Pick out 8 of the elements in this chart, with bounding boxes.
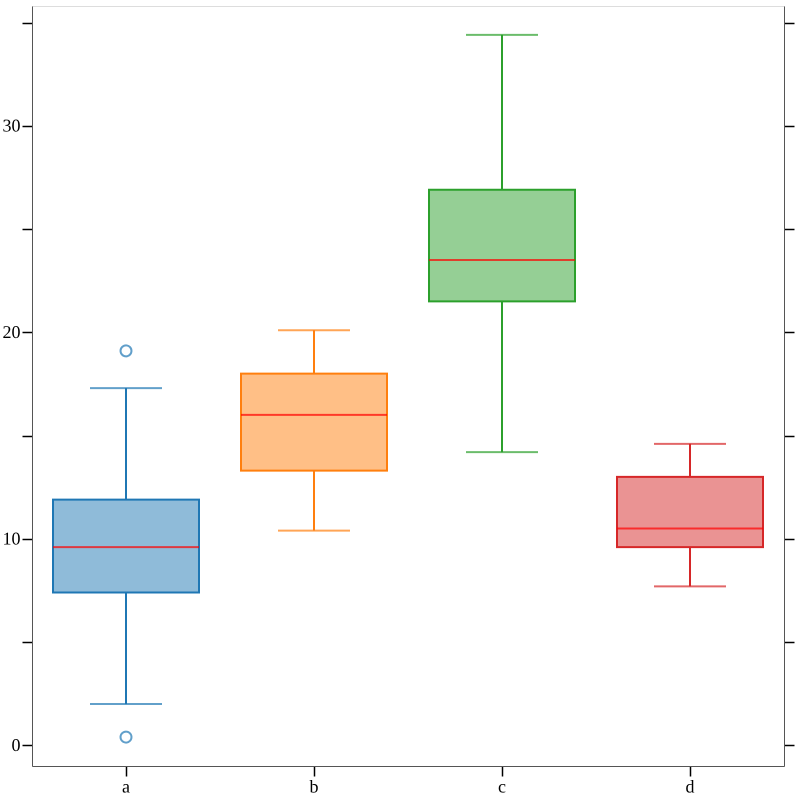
y-tick-label: 30 — [2, 115, 20, 136]
x-tick-label: b — [310, 776, 318, 796]
y-tick-label: 20 — [2, 322, 20, 342]
x-tick-label: d — [686, 776, 694, 796]
x-tick-label: a — [122, 776, 130, 796]
y-tick-label: 0 — [12, 734, 20, 755]
y-tick-label: 10 — [2, 528, 20, 548]
x-tick-label: c — [498, 776, 506, 796]
